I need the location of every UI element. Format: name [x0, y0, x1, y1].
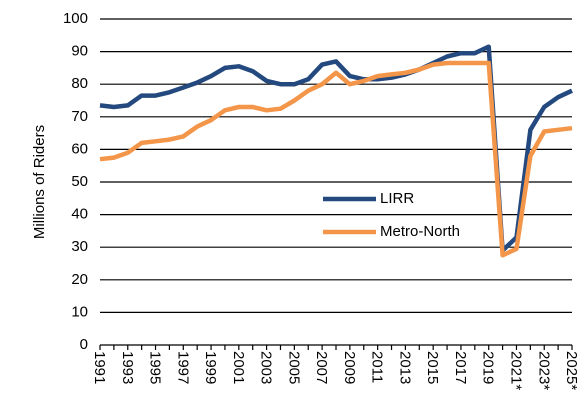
x-tick-label: 2007: [313, 351, 330, 384]
y-tick-label: 40: [71, 206, 88, 223]
x-tick-label: 2011: [369, 351, 386, 383]
y-tick-label: 10: [71, 303, 88, 320]
y-tick-label: 80: [71, 75, 88, 92]
x-tick-label: 2003: [258, 351, 275, 384]
y-tick-label: 30: [71, 238, 88, 255]
y-tick-label: 0: [80, 336, 88, 353]
x-tick-label: 2019: [480, 351, 497, 384]
x-tick-label: 1991: [91, 351, 108, 384]
x-tick-label: 1997: [174, 351, 191, 384]
x-tick-label: 2017: [452, 351, 469, 384]
x-tick-label: 2005: [285, 351, 302, 384]
x-tick-label: 2001: [230, 351, 247, 384]
x-tick-label: 2021*: [508, 351, 525, 390]
y-axis-label: Millions of Riders: [31, 125, 48, 239]
legend-label: LIRR: [380, 190, 414, 207]
x-tick-label: 2009: [341, 351, 358, 384]
x-tick-label: 2023*: [535, 351, 552, 390]
series-line: [99, 60, 573, 258]
x-tick-label: 2025*: [563, 351, 580, 390]
y-tick-label: 100: [63, 10, 88, 27]
x-tick-label: 1995: [147, 351, 164, 384]
x-tick-label: 1999: [202, 351, 219, 384]
y-tick-label: 20: [71, 271, 88, 288]
x-tick-label: 2015: [424, 351, 441, 384]
y-tick-label: 60: [71, 140, 88, 157]
y-tick-label: 70: [71, 108, 88, 125]
x-tick-label: 2013: [396, 351, 413, 384]
x-tick-label: 1993: [119, 351, 136, 384]
y-tick-label: 90: [71, 43, 88, 60]
legend-label: Metro-North: [380, 223, 460, 240]
y-tick-label: 50: [71, 173, 88, 190]
